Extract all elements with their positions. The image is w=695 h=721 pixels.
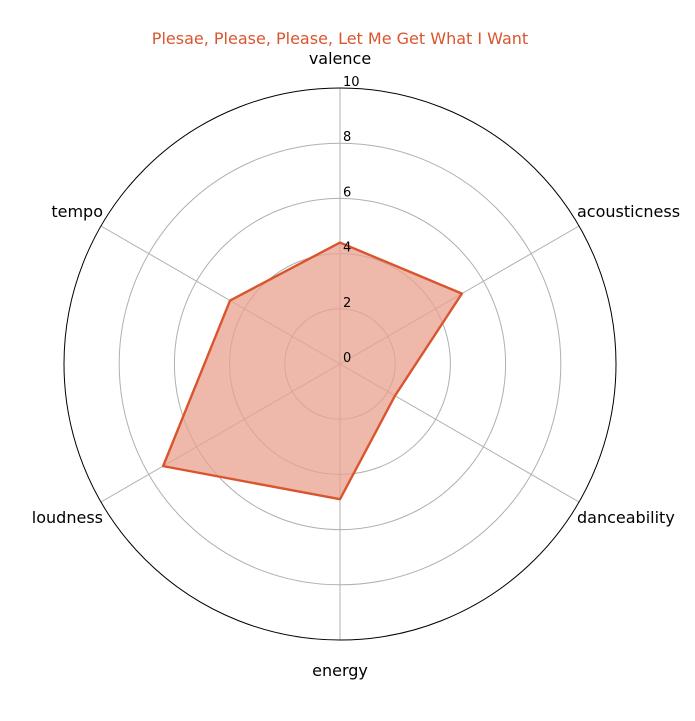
axis-label-danceability: danceability (577, 508, 675, 527)
axis-label-energy: energy (312, 661, 368, 680)
axis-label-valence: valence (309, 49, 371, 68)
axis-label-acousticness: acousticness (577, 202, 680, 221)
outer-circle (63, 87, 617, 641)
axis-label-loudness: loudness (32, 508, 103, 527)
axis-label-tempo: tempo (51, 202, 103, 221)
tick-label-4: 4 (343, 241, 351, 256)
series-area (163, 242, 462, 500)
grid-circle-8 (118, 142, 562, 586)
grid-circle-6 (173, 197, 507, 531)
tick-label-6: 6 (343, 185, 351, 200)
tick-label-0: 0 (343, 351, 351, 366)
tick-label-10: 10 (343, 75, 360, 90)
tick-label-2: 2 (343, 296, 351, 311)
radial-tick-labels: 0 2 4 6 8 10 (343, 75, 360, 366)
series-layer (161, 241, 464, 501)
axis-labels: valence acousticness danceability energy lou… (32, 49, 680, 680)
tick-label-8: 8 (343, 130, 351, 145)
chart-title: Plesae, Please, Please, Let Me Get What … (152, 29, 528, 48)
